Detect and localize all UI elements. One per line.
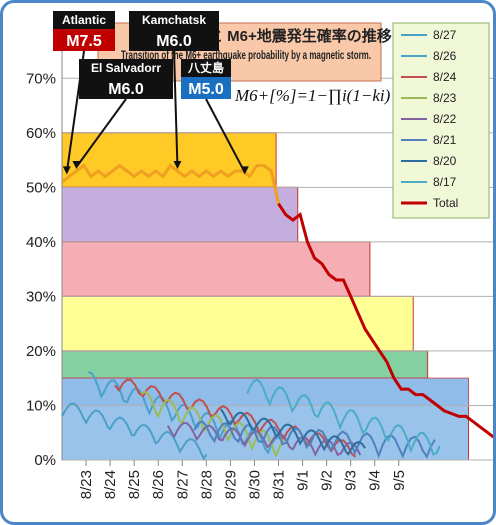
legend-label: 8/23 [433, 91, 457, 105]
annotation-arrow [173, 50, 179, 168]
annotation-mag-box [129, 29, 219, 51]
formula: M6+[%]=1−∏i(1−ki) [234, 86, 391, 105]
total-line-observed [61, 163, 280, 205]
x-tick-label: 9/5 [391, 470, 408, 491]
annotation-arrowhead [240, 166, 249, 175]
annotation-magnitude: M6.0 [108, 81, 144, 98]
series-line-6 [219, 408, 366, 456]
earthquake-annotations: Atlantic M7.5 El Salvadorr M6.0 Kamchatsk M6.… [53, 11, 249, 175]
annotation-place: Atlantic [62, 13, 106, 27]
x-tick-label: 8/25 [126, 470, 143, 499]
series-line-7 [246, 378, 441, 456]
band-0 [61, 132, 277, 188]
legend-label: 8/17 [433, 175, 457, 189]
y-tick-label: 50% [26, 179, 56, 196]
title-jp: 気象と M6+地震発生確率の推移 [178, 27, 392, 45]
x-tick-label: 8/30 [246, 470, 263, 499]
x-tick-label: 9/3 [343, 470, 360, 491]
title-en: Transition of the M6+ earthquake probabi… [121, 48, 371, 62]
series-line-0 [61, 402, 208, 461]
annotation-arrowhead [62, 166, 71, 175]
x-tick-label: 8/31 [271, 470, 288, 499]
annotation-magnitude: M7.5 [66, 33, 102, 50]
y-tick-label: 20% [26, 343, 56, 360]
annotation-arrow [205, 98, 246, 173]
x-tick-label: 8/28 [198, 470, 215, 499]
chart: 0% 10% 20% 30% 40% 50% 60% 70% 8/23 8/24 8/25 8/26… [26, 11, 493, 499]
annotation-place-box [53, 11, 115, 29]
series-line-5 [193, 420, 436, 459]
total-series [61, 163, 493, 439]
legend-label: 8/22 [433, 112, 457, 126]
x-tick-label: 8/23 [78, 470, 95, 499]
band-3 [61, 295, 414, 352]
legend-label: 8/27 [433, 28, 457, 42]
x-axis-ticks: 8/23 8/24 8/25 8/26 8/27 8/28 8/29 8/30 8/31 9/1 9… [78, 460, 408, 499]
y-tick-label: 70% [26, 70, 56, 87]
legend: 8/27 8/26 8/24 8/23 8/22 8/21 8/20 8/17 Total [392, 22, 490, 219]
y-tick-label: 10% [26, 397, 56, 414]
y-tick-label: 30% [26, 288, 56, 305]
series-line-3 [140, 391, 287, 458]
annotation-place-box [181, 59, 231, 77]
x-tick-label: 8/29 [222, 470, 239, 499]
x-tick-label: 8/24 [102, 470, 119, 499]
total-line-forecast [277, 202, 493, 439]
annotation-arrowhead [72, 160, 81, 169]
annotation-magnitude: M5.0 [188, 81, 224, 98]
legend-label: 8/24 [433, 70, 457, 84]
band-1 [61, 186, 299, 243]
annotation-mag-box [53, 29, 115, 51]
annotation-arrow [75, 98, 127, 168]
annotation-place: 八丈島 [187, 60, 224, 75]
annotation-place-box [129, 11, 219, 29]
y-axis-ticks: 0% 10% 20% 30% 40% 50% 60% 70% [26, 70, 56, 469]
legend-label: 8/21 [433, 133, 457, 147]
x-tick-label: 8/27 [174, 470, 191, 499]
legend-label: Total [433, 196, 458, 210]
x-tick-label: 8/26 [150, 470, 167, 499]
y-tick-label: 40% [26, 234, 56, 251]
x-tick-label: 9/4 [367, 470, 384, 491]
annotation-arrowhead [173, 160, 182, 169]
annotation-place: Kamchatsk [142, 13, 206, 27]
x-tick-label: 9/1 [295, 470, 312, 491]
component-series [61, 371, 441, 461]
annotation-place: El Salvadorr [91, 61, 161, 75]
legend-label: 8/26 [433, 49, 457, 63]
annotation-mag-box [181, 77, 231, 99]
annotation-mag-box [79, 77, 173, 99]
band-4 [61, 350, 429, 379]
legend-label: 8/20 [433, 154, 457, 168]
x-tick-label: 9/2 [319, 470, 336, 491]
annotation-place-box [79, 59, 173, 77]
annotation-magnitude: M6.0 [156, 33, 192, 50]
y-tick-label: 0% [34, 452, 56, 469]
y-tick-label: 60% [26, 125, 56, 142]
